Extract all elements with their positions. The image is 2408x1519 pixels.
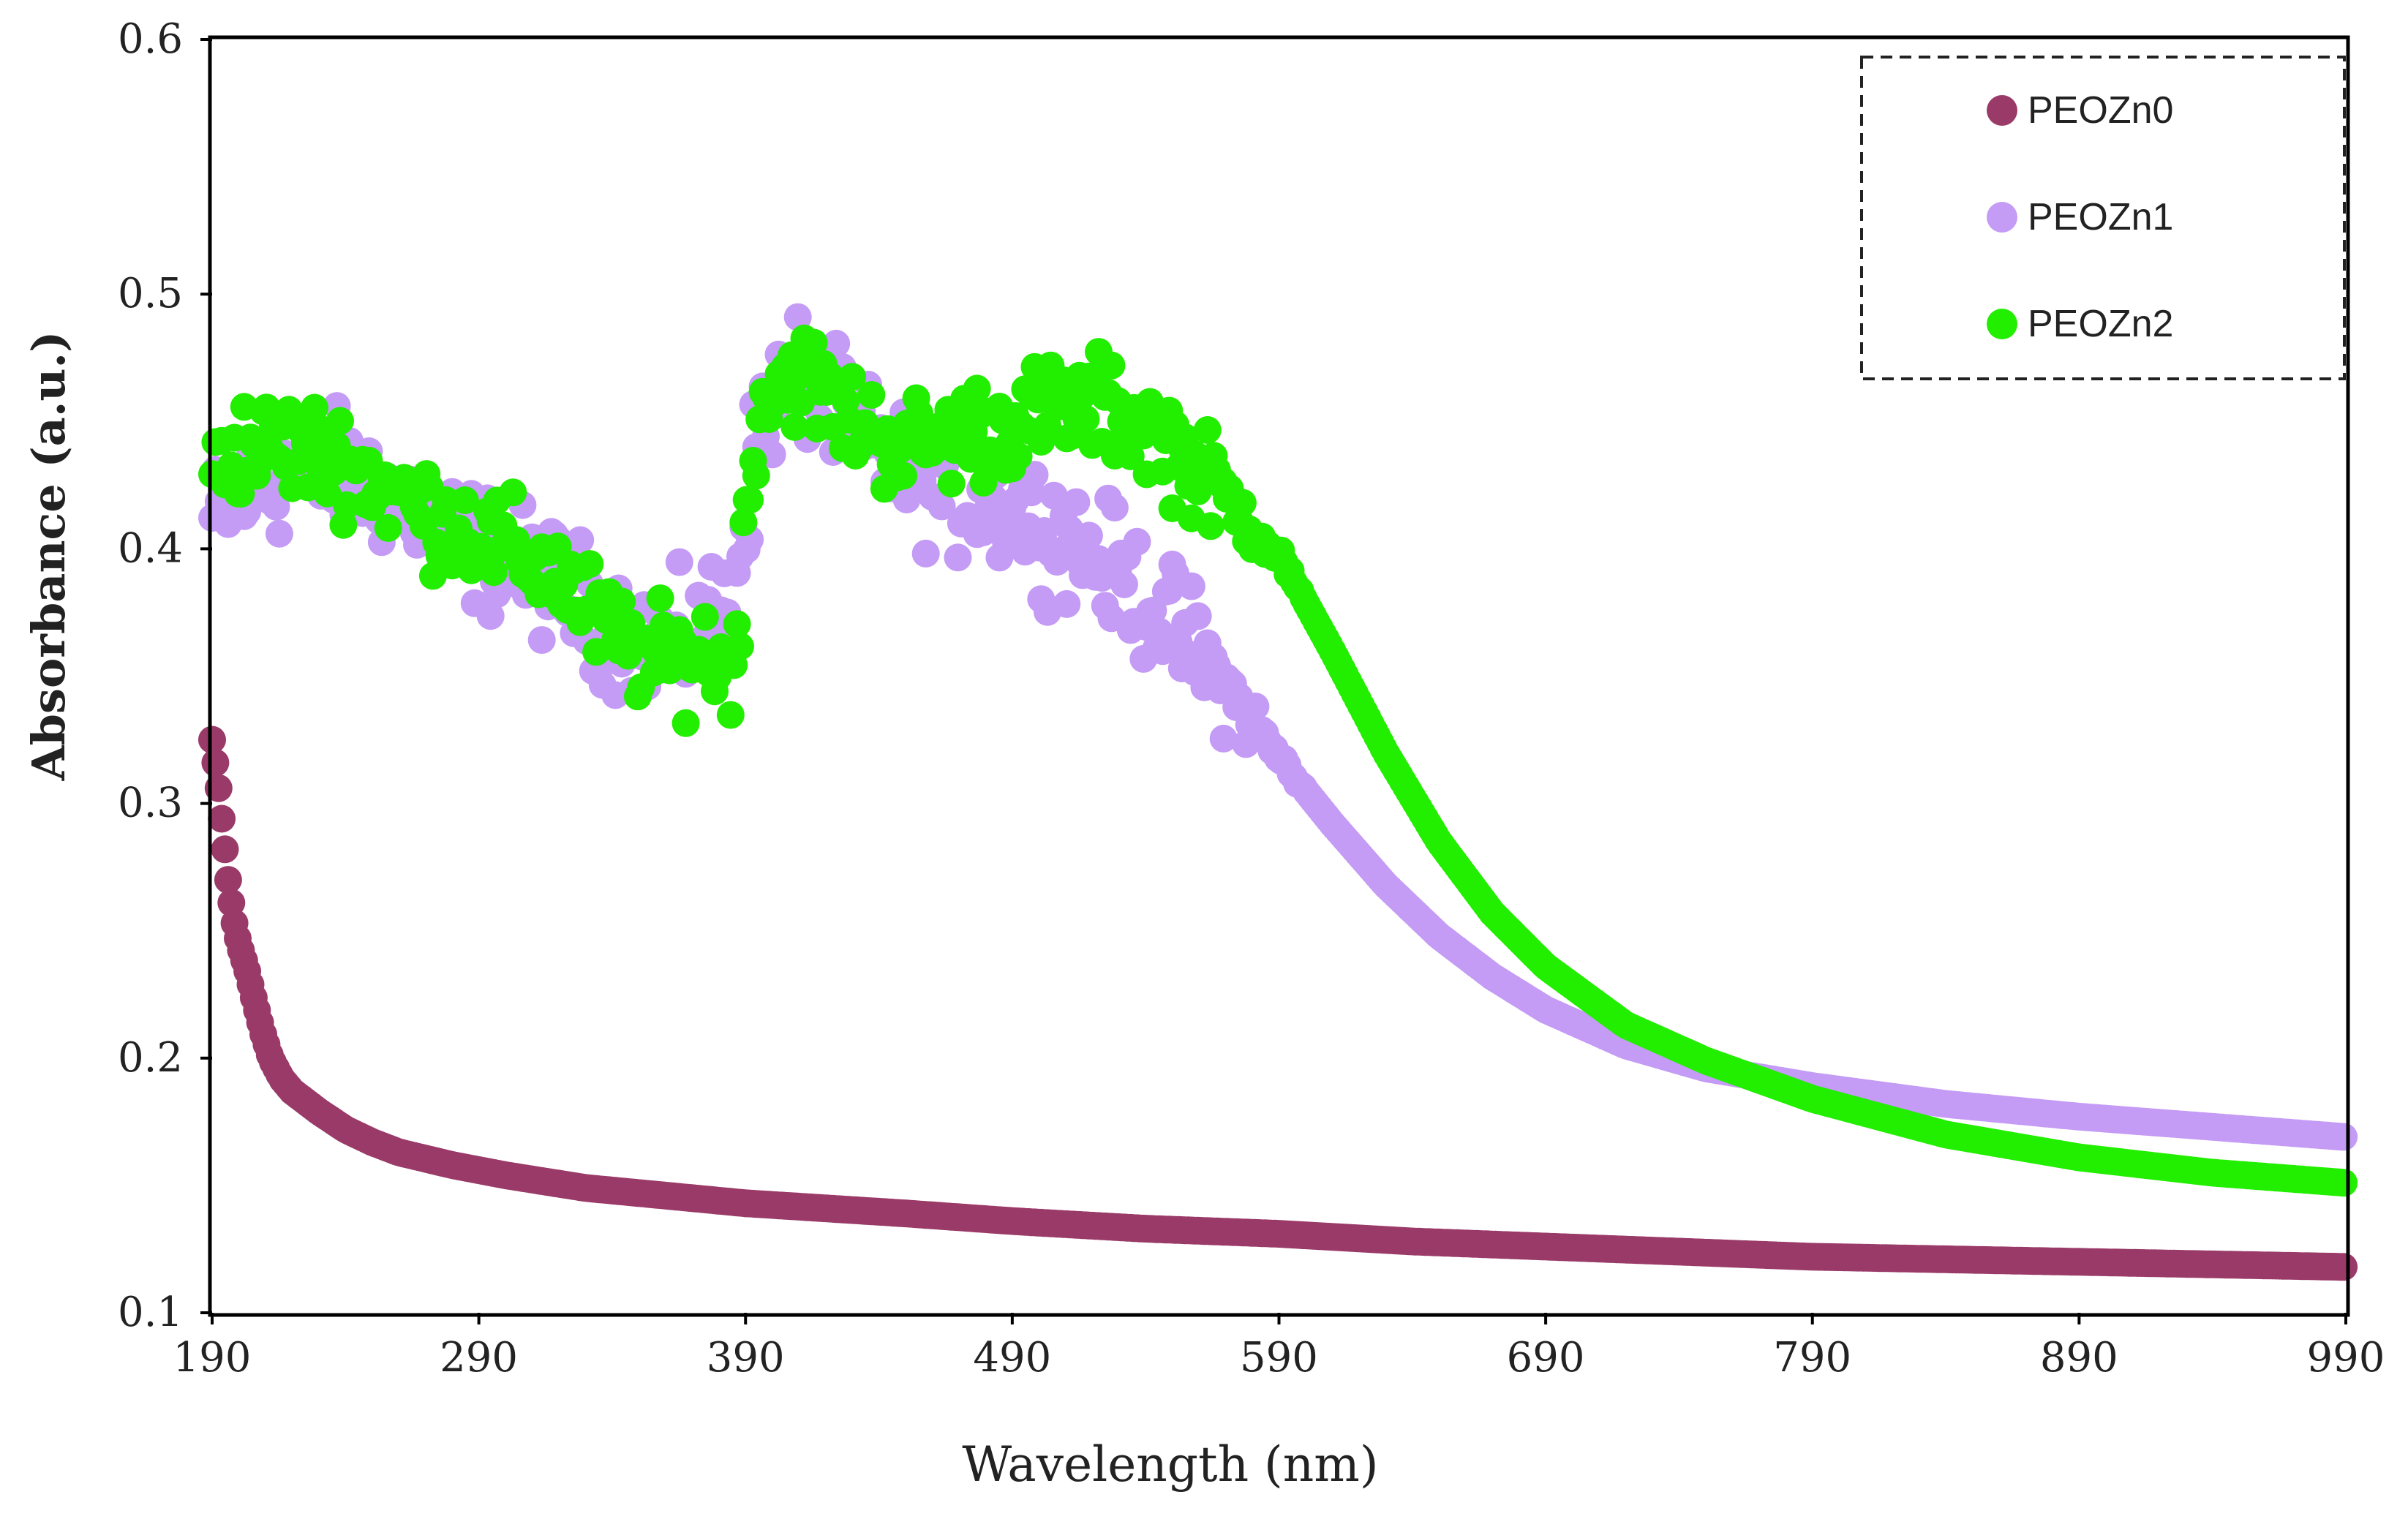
- legend-marker-peozn1: [1987, 202, 2017, 233]
- point-peozn2: [576, 550, 604, 578]
- point-peozn1: [566, 526, 595, 554]
- series-PEOZn0: [198, 725, 2358, 1281]
- point-peozn1: [1100, 494, 1129, 522]
- point-peozn1: [783, 303, 812, 331]
- point-peozn2: [1193, 416, 1222, 444]
- x-tick-label: 890: [2040, 1334, 2118, 1382]
- x-tick-label: 390: [707, 1334, 785, 1382]
- point-peozn1: [1241, 693, 1270, 720]
- point-peozn1: [1053, 589, 1081, 618]
- point-peozn2: [1228, 489, 1257, 517]
- point-peozn1: [1209, 724, 1238, 753]
- point-peozn2: [799, 328, 828, 357]
- point-peozn0: [198, 725, 226, 754]
- point-peozn2: [2330, 1169, 2358, 1197]
- y-tick-label: 0.2: [118, 1034, 183, 1082]
- point-peozn2: [1097, 351, 1126, 380]
- point-peozn2: [723, 610, 751, 638]
- point-peozn2: [857, 381, 886, 409]
- point-peozn1: [911, 539, 940, 568]
- y-tick-label: 0.6: [118, 15, 183, 63]
- x-tick-label: 190: [173, 1334, 252, 1382]
- y-tick-label: 0.3: [118, 780, 183, 827]
- point-peozn2: [736, 486, 764, 514]
- y-tick-label: 0.4: [118, 524, 183, 572]
- point-peozn2: [937, 470, 966, 498]
- point-peozn2: [726, 632, 754, 660]
- axes: 190 290 390 490 590 690 790 890 990 0.1 0.2 0.3 0.4 0…: [118, 15, 2385, 1382]
- point-peozn1: [1123, 527, 1151, 556]
- point-peozn2: [374, 513, 402, 542]
- legend-label-peozn2: PEOZn2: [2028, 303, 2173, 345]
- point-peozn2: [502, 526, 530, 554]
- point-peozn2: [326, 407, 354, 435]
- x-tick-label: 290: [440, 1334, 518, 1382]
- point-peozn2: [1072, 404, 1100, 433]
- point-peozn1: [476, 602, 505, 630]
- point-peozn1: [1184, 602, 1212, 630]
- y-axis-label: Absorbance (a.u.): [22, 331, 75, 782]
- point-peozn1: [822, 329, 851, 358]
- point-peozn0: [208, 804, 236, 833]
- point-peozn2: [1197, 512, 1225, 540]
- point-peozn1: [1075, 521, 1103, 550]
- x-tick-label: 590: [1240, 1334, 1318, 1382]
- point-peozn1: [1030, 517, 1058, 545]
- series-PEOZn2: [198, 324, 2358, 1197]
- legend-label-peozn0: PEOZn0: [2028, 89, 2173, 132]
- x-tick-label: 990: [2307, 1334, 2385, 1382]
- point-peozn0: [201, 748, 230, 777]
- point-peozn2: [742, 461, 770, 490]
- point-peozn2: [480, 558, 508, 587]
- legend-marker-peozn0: [1987, 95, 2017, 126]
- point-peozn2: [716, 701, 745, 729]
- point-peozn1: [527, 626, 556, 655]
- x-tick-label: 490: [973, 1334, 1051, 1382]
- point-peozn0: [217, 889, 246, 917]
- y-tick-label: 0.5: [118, 270, 183, 317]
- point-peozn1: [262, 492, 290, 521]
- point-peozn2: [499, 478, 527, 507]
- series-PEOZn1: [198, 303, 2358, 1151]
- point-peozn1: [1020, 461, 1049, 489]
- x-tick-label: 690: [1507, 1334, 1585, 1382]
- point-peozn0: [211, 835, 239, 864]
- point-peozn2: [646, 584, 674, 613]
- point-peozn2: [963, 374, 991, 403]
- point-peozn0: [2330, 1253, 2358, 1281]
- point-peozn0: [214, 866, 242, 894]
- legend: PEOZn0 PEOZn1 PEOZn2: [1860, 56, 2346, 380]
- point-peozn2: [451, 486, 479, 514]
- legend-box: [1860, 56, 2346, 380]
- x-axis-label: Wavelength (nm): [962, 1436, 1378, 1493]
- point-peozn1: [2330, 1123, 2358, 1151]
- point-peozn1: [665, 548, 693, 576]
- point-peozn2: [227, 480, 255, 508]
- point-peozn2: [691, 603, 719, 631]
- legend-marker-peozn2: [1987, 309, 2017, 339]
- point-peozn2: [608, 587, 636, 616]
- point-peozn1: [1110, 570, 1138, 598]
- plot-points: [198, 303, 2358, 1281]
- y-tick-label: 0.1: [118, 1289, 183, 1336]
- point-peozn2: [1004, 442, 1033, 470]
- point-peozn1: [1062, 488, 1091, 516]
- point-peozn1: [928, 492, 956, 521]
- point-peozn2: [729, 508, 758, 537]
- point-peozn2: [889, 461, 918, 490]
- point-peozn2: [1116, 442, 1145, 470]
- point-peozn2: [671, 709, 700, 737]
- point-peozn2: [780, 412, 809, 441]
- legend-label-peozn1: PEOZn1: [2028, 196, 2173, 238]
- x-tick-label: 790: [1773, 1334, 1851, 1382]
- point-peozn2: [432, 486, 460, 514]
- point-peozn1: [265, 519, 293, 548]
- point-peozn2: [838, 363, 867, 391]
- point-peozn1: [944, 543, 972, 572]
- point-peozn1: [1177, 572, 1205, 600]
